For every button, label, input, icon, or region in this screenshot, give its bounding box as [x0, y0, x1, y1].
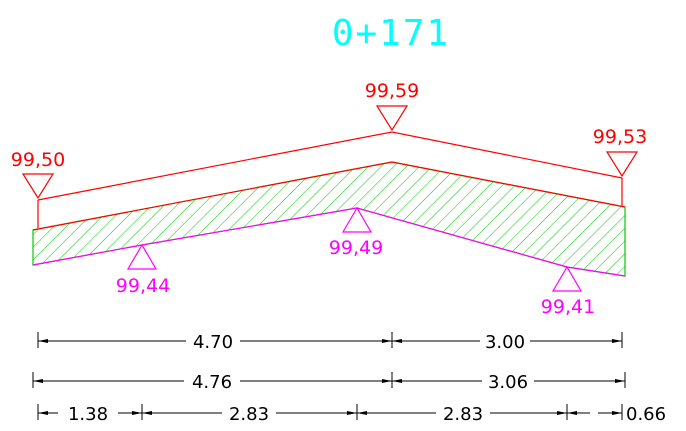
dim-row3-seg3-value: 2.83 — [443, 404, 483, 425]
design-level-center: 99,59 — [365, 80, 419, 102]
ground-level-center: 99,49 — [329, 237, 383, 259]
dimension-row-3 — [37, 404, 623, 420]
ground-level-marker-right — [551, 265, 583, 292]
ground-level-marker-left — [126, 243, 158, 270]
ground-level-left: 99,44 — [116, 275, 170, 297]
dimension-row-2 — [32, 372, 626, 388]
dim-row2-right-value: 3.06 — [488, 372, 528, 393]
design-level-marker-right — [605, 151, 639, 178]
dim-row2-left-value: 4.76 — [192, 372, 232, 393]
station-title: 0+171 — [332, 13, 450, 54]
design-level-marker-left — [21, 173, 55, 200]
dim-row3-seg2-value: 2.83 — [229, 404, 269, 425]
design-level-marker-center — [375, 105, 409, 132]
ground-level-right: 99,41 — [541, 296, 595, 318]
dim-row3-seg4-value: 0.66 — [626, 404, 666, 425]
design-top-line — [37, 131, 623, 201]
dim-row1-left-value: 4.70 — [193, 332, 233, 353]
ground-level-marker-center — [341, 206, 373, 233]
design-bottom-line — [32, 161, 626, 231]
design-level-left: 99,50 — [11, 149, 65, 171]
dim-row3-seg1-value: 1.38 — [68, 404, 108, 425]
design-level-right: 99,53 — [593, 126, 647, 148]
dimension-row-1 — [37, 332, 623, 348]
dim-row1-right-value: 3.00 — [485, 332, 525, 353]
